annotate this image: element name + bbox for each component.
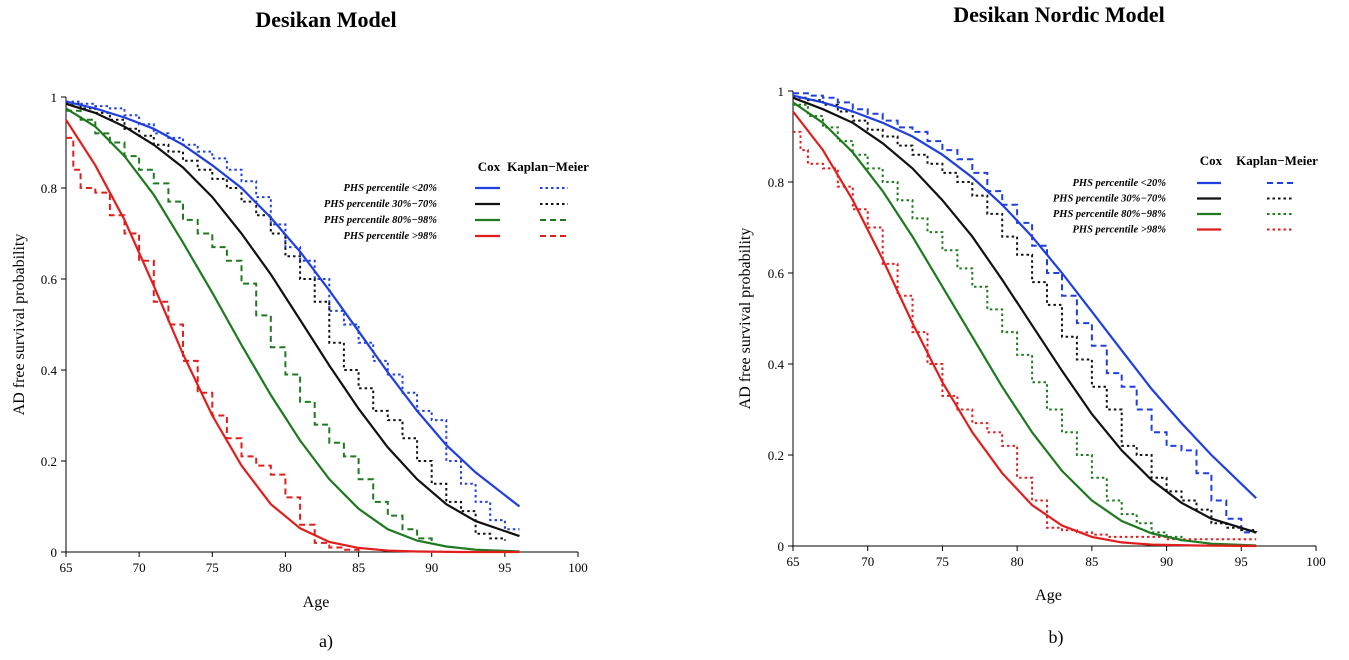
legend-entry-label: PHS percentile >98% [1073,225,1167,236]
chart-title: Desikan Model [255,7,396,32]
chart-panel-a: Desikan Model 65 70 75 80 85 90 95 100 0 0.2 0.4 0.6… [0,0,650,660]
y-tick-label: 0.6 [768,266,785,281]
x-tick-label: 95 [1235,554,1248,569]
y-tick-label: 0 [51,545,58,560]
x-tick-label: 85 [1085,554,1098,569]
series-line-cox-group-0 [792,94,1257,499]
y-tick-label: 1 [51,90,58,105]
legend-header-km: Kaplan−Meier [507,159,589,174]
x-tick-label: 95 [498,560,511,575]
x-tick-label: 70 [133,560,146,575]
series-line-cox-group-1 [65,102,520,538]
x-tick-label: 65 [787,554,800,569]
legend-header-cox: Cox [1200,153,1223,168]
x-tick-label: 100 [1306,554,1326,569]
y-tick-label: 0.6 [41,272,58,287]
panel-label: b) [1049,627,1064,648]
series-line-cox-group-3 [792,110,1257,548]
chart-b: Desikan Nordic Model 65 70 75 80 85 90 95 100 0 0.… [737,2,1326,648]
y-tick-label: 0 [778,539,785,554]
series-line-kaplanmeier-group-2 [793,103,1183,542]
legend-header-cox: Cox [478,159,501,174]
series-line-cox-group-1 [792,96,1257,534]
x-tick-label: 100 [568,560,588,575]
y-tick-label: 0.2 [768,448,784,463]
series-line-kaplanmeier-group-3 [793,130,1257,541]
series-line-cox-group-0 [65,100,521,508]
legend-entry-label: PHS percentile <20% [344,183,438,194]
y-tick-label: 0.8 [41,181,57,196]
y-tick-label: 0.4 [768,357,785,372]
x-tick-label: 65 [60,560,73,575]
legend-entry-label: PHS percentile <20% [1073,178,1167,189]
chart-title: Desikan Nordic Model [953,2,1164,27]
legend-entry-label: PHS percentile 30%−70% [324,199,437,210]
x-tick-label: 80 [279,560,292,575]
series-line-kaplanmeier-group-1 [793,96,1258,533]
x-tick-label: 90 [425,560,438,575]
series-line-cox-group-2 [65,107,520,553]
panel-label: a) [319,631,333,652]
series-line-kaplanmeier-group-2 [66,109,433,543]
x-tick-label: 70 [861,554,874,569]
x-axis-label: Age [303,594,330,611]
y-axis-label: AD free survival probability [737,228,754,410]
y-tick-label: 1 [778,84,785,99]
chart-a: Desikan Model 65 70 75 80 85 90 95 100 0 0.2 0.4 0.6… [11,7,589,652]
series-line-kaplanmeier-group-3 [66,136,360,552]
x-axis-label: Age [1035,587,1062,604]
legend-entry-label: PHS percentile 80%−98% [324,215,437,226]
series-line-kaplanmeier-group-0 [793,92,1257,534]
y-tick-label: 0.8 [768,175,784,190]
series-line-kaplanmeier-group-0 [66,100,520,531]
series-line-kaplanmeier-group-1 [66,102,506,541]
series-line-cox-group-3 [65,119,520,554]
legend-entry-label: PHS percentile 30%−70% [1053,194,1166,205]
chart-panel-b: Desikan Nordic Model 65 70 75 80 85 90 95 100 0 0.… [700,0,1349,660]
y-tick-label: 0.2 [41,454,57,469]
x-tick-label: 75 [206,560,219,575]
y-axis-label: AD free survival probability [11,234,28,416]
x-tick-label: 80 [1011,554,1024,569]
series-line-cox-group-2 [792,101,1257,547]
x-tick-label: 90 [1160,554,1173,569]
legend-entry-label: PHS percentile 80%−98% [1053,209,1166,220]
x-tick-label: 75 [936,554,949,569]
legend-header-km: Kaplan−Meier [1236,153,1318,168]
y-tick-label: 0.4 [41,363,58,378]
legend-entry-label: PHS percentile >98% [344,231,438,242]
x-tick-label: 85 [352,560,365,575]
